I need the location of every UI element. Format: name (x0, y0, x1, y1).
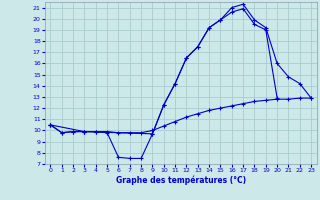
X-axis label: Graphe des températures (°C): Graphe des températures (°C) (116, 176, 246, 185)
